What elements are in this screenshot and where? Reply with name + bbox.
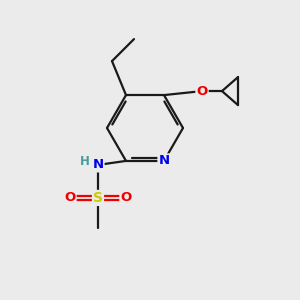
Text: H: H xyxy=(80,155,90,168)
Text: N: N xyxy=(92,158,104,171)
Text: S: S xyxy=(93,191,103,205)
Text: O: O xyxy=(196,85,208,98)
Text: N: N xyxy=(158,154,169,167)
Text: O: O xyxy=(64,191,76,204)
Text: O: O xyxy=(120,191,132,204)
